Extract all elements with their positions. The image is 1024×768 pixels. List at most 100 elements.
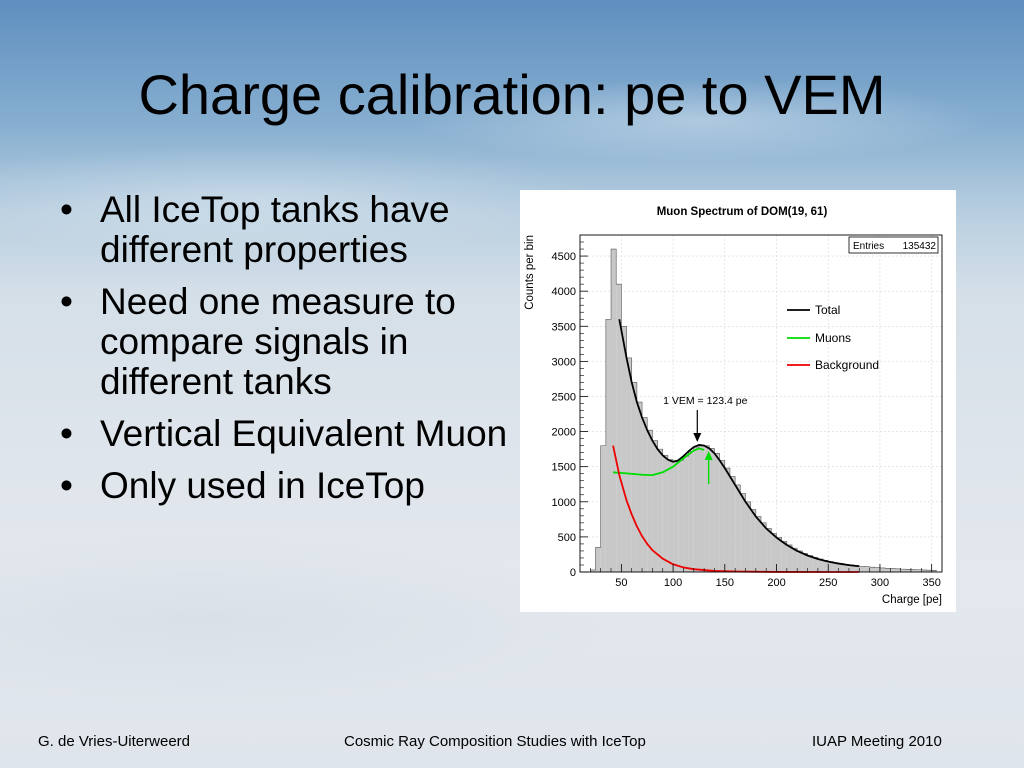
histogram-bar [931,570,937,572]
histogram-bar [688,451,694,572]
histogram-bar [854,565,860,572]
histogram-bar [740,493,746,572]
chart-title: Muon Spectrum of DOM(19, 61) [657,206,828,218]
x-tick-label: 250 [819,577,837,589]
histogram-bar [662,455,668,572]
histogram-bar [766,528,772,572]
y-tick-label: 4500 [552,251,576,263]
y-tick-label: 2000 [552,427,576,439]
legend: Total Muons Background [787,303,879,372]
histogram-bar [755,516,761,572]
y-tick-label: 3500 [552,321,576,333]
x-axis-title: Charge [pe] [882,594,942,606]
vem-annotation-label: 1 VEM = 123.4 pe [663,395,748,407]
histogram-outline [585,248,937,573]
histogram-bar [807,555,813,572]
histogram-bar [895,568,901,572]
histogram-bar [859,566,865,572]
y-axis-title: Counts per bin [524,235,536,310]
legend-label-muons: Muons [815,331,851,345]
histogram-bar [709,448,715,572]
histogram-bar [683,456,689,572]
histogram-bar [843,564,849,572]
histogram-bar [786,544,793,572]
histogram-bar [890,568,896,572]
histogram-bar [797,550,803,572]
muon-spectrum-chart: Muon Spectrum of DOM(19, 61) 50 100 150 200… [524,206,943,606]
histogram-bar [921,569,927,572]
histogram-bar [673,461,679,572]
histogram-bar [864,566,870,572]
histogram-bar [761,522,767,572]
histogram-bar [823,560,829,572]
histogram-bar [698,444,705,572]
histogram-bar [802,553,808,572]
histogram-bar [900,569,906,572]
y-tick-label: 4000 [552,286,576,298]
y-tick-label: 3000 [552,356,576,368]
histogram-bar [771,533,777,572]
histogram-bar [652,440,658,572]
histogram-bar [724,468,730,572]
histogram-bar [776,537,782,572]
histogram-bar [621,326,627,572]
histogram-bar [667,459,674,572]
bullet-list: All IceTop tanks have different properti… [60,190,510,518]
stats-box-frame [848,236,939,254]
chart-panel: Muon Spectrum of DOM(19, 61) 50 100 150 200… [520,190,956,612]
histogram-bar [626,357,632,572]
histogram-bar [812,557,818,572]
stats-entries-value: 135432 [903,241,937,252]
bullet-item: Vertical Equivalent Muon [60,414,510,455]
histogram-bar [616,284,622,572]
histogram-bar [750,509,756,572]
x-tick-label: 100 [664,577,682,589]
x-tick-label: 150 [716,577,734,589]
histogram-bar [729,476,736,572]
y-tick-label: 2500 [552,391,576,403]
stats-entries-label: Entries [853,241,884,252]
histogram-bar [590,569,596,572]
histogram-bar [714,453,720,572]
histogram-bar [678,460,684,572]
histogram-bar [828,561,834,572]
x-tick-label: 50 [615,577,627,589]
histogram-bar [792,548,798,572]
histogram-bar [642,417,648,572]
histogram-bar [885,568,891,572]
series-line-total [618,319,860,568]
slide-title: Charge calibration: pe to VEM [138,63,886,126]
histogram-bar [833,562,839,572]
histogram-bar [657,449,663,572]
y-tick-label: 0 [570,567,576,579]
histogram-bar [611,249,617,572]
legend-label-total: Total [815,303,840,317]
stats-box: Entries 135432 [848,236,939,254]
histogram-bar [916,569,922,572]
histogram-bar [838,563,844,572]
x-tick-label: 200 [767,577,785,589]
footer-talk-title: Cosmic Ray Composition Studies with IceT… [344,733,646,750]
histogram-bar [605,319,612,572]
y-tick-label: 1000 [552,497,576,509]
histogram-bar [719,460,725,572]
legend-label-background: Background [815,358,879,372]
muon-peak-arrow-head [704,451,713,460]
histogram-bar [600,445,606,572]
histogram-bar [926,570,932,572]
histogram-bar [817,559,824,572]
histogram-bar [647,430,653,572]
histogram-bar [745,501,751,572]
histogram-bar [910,569,917,572]
y-tick-label: 500 [558,532,576,544]
footer-event: IUAP Meeting 2010 [812,733,942,750]
plot-area: 50 100 150 200 250 300 35005001000150020002500… [524,234,943,606]
histogram-bar [735,484,741,572]
histogram-bar [848,565,855,572]
y-tick-label: 1500 [552,462,576,474]
histogram-bar [874,567,880,572]
histogram-bar [704,445,710,572]
histogram-bar [869,567,875,572]
histogram-bar [905,569,911,572]
histogram-bar [636,402,643,572]
